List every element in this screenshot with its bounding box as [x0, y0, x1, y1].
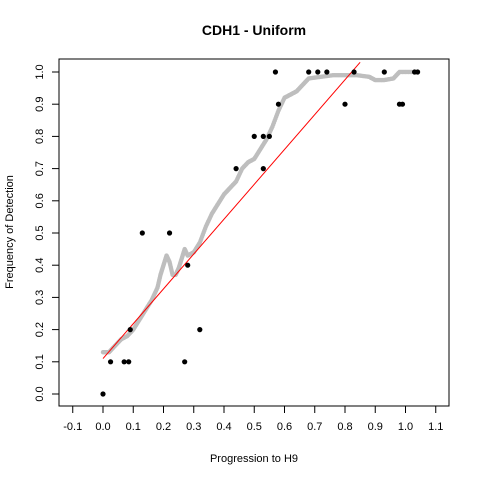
y-axis-label: Frequency of Detection	[4, 175, 16, 289]
y-tick-label: 0.2	[34, 322, 46, 337]
data-point	[351, 69, 357, 75]
x-tick-label: 1.1	[428, 421, 443, 433]
data-point	[342, 101, 348, 107]
x-tick-label: 0.4	[216, 421, 231, 433]
data-point	[324, 69, 330, 75]
y-tick-label: 0.8	[34, 129, 46, 144]
x-tick-label: 0.1	[126, 421, 141, 433]
x-axis-label: Progression to H9	[210, 453, 298, 465]
data-point	[275, 101, 282, 107]
y-tick-label: 0.7	[34, 161, 46, 176]
y-tick-label: 0.0	[34, 386, 46, 401]
x-tick-label: 0.6	[277, 421, 292, 433]
x-axis: -0.1 0.0 0.1 0.2 0.3 0.4 0.5 0.6 0.7 0.8 0.9 1.0 1.1	[63, 406, 443, 433]
x-tick-label: 0.3	[186, 421, 201, 433]
x-tick-label: 0.9	[368, 421, 383, 433]
data-point	[315, 69, 321, 75]
data-point	[260, 166, 266, 172]
data-point	[197, 327, 203, 333]
data-point	[126, 359, 132, 365]
y-tick-label: 0.3	[34, 290, 46, 305]
y-tick-label: 0.5	[34, 225, 46, 240]
data-point	[100, 391, 106, 397]
data-point	[306, 69, 312, 75]
y-tick-label: 0.1	[34, 354, 46, 369]
x-tick-label: 1.0	[398, 421, 413, 433]
data-point	[251, 133, 257, 139]
data-point	[121, 359, 127, 365]
data-point	[260, 133, 266, 139]
x-tick-label: 0.7	[307, 421, 322, 433]
data-point	[166, 230, 173, 236]
x-tick-label: 0.5	[247, 421, 262, 433]
data-point	[272, 69, 279, 75]
smooth-curve-series	[100, 69, 414, 355]
regression-line	[102, 62, 361, 359]
observed-points-series	[100, 69, 421, 397]
data-point	[399, 101, 406, 107]
y-tick-label: 0.9	[34, 97, 46, 112]
data-point	[139, 230, 145, 236]
data-point	[381, 69, 387, 75]
data-point	[127, 327, 133, 333]
x-tick-label: 0.2	[156, 421, 171, 433]
data-point	[233, 166, 239, 172]
plot-frame	[58, 58, 450, 407]
y-tick-label: 0.6	[34, 193, 46, 208]
y-tick-label: 0.4	[34, 258, 46, 273]
regression-line-series	[102, 62, 361, 359]
x-tick-label: -0.1	[63, 421, 82, 433]
chart-title: CDH1 - Uniform	[202, 22, 306, 38]
data-point	[107, 359, 114, 365]
x-tick-label: 0.8	[337, 421, 352, 433]
data-point	[185, 262, 191, 268]
data-point	[182, 359, 188, 365]
x-tick-label: 0.0	[95, 421, 110, 433]
y-tick-label: 1.0	[34, 64, 46, 79]
y-axis: 0.0 0.1 0.2 0.3 0.4 0.5 0.6 0.7 0.8 0.9 1.0	[34, 64, 59, 402]
data-point	[266, 133, 272, 139]
data-point	[415, 69, 421, 75]
